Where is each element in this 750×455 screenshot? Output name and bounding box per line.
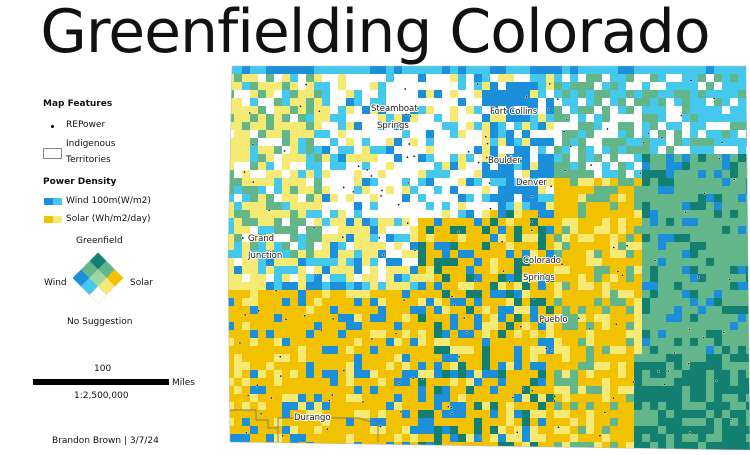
colorado-map[interactable]: Steamboat Springs Fort Collins Boulder D… bbox=[218, 58, 750, 450]
bivariate-cell-greenfield-dark bbox=[89, 252, 107, 270]
repower-point-symbol bbox=[51, 125, 54, 128]
wind-swatch-light bbox=[53, 198, 62, 205]
map-features-heading: Map Features bbox=[43, 99, 113, 109]
scale-ratio: 1:2,500,000 bbox=[74, 391, 129, 401]
bivariate-solar-label: Solar bbox=[130, 278, 153, 288]
scale-unit: Miles bbox=[172, 378, 195, 388]
city-label-steamboat-line2: Springs bbox=[377, 121, 409, 131]
scale-value: 100 bbox=[94, 364, 112, 374]
city-label-steamboat-line1: Steamboat bbox=[371, 104, 418, 114]
power-density-raster bbox=[228, 66, 750, 450]
city-label-colorado-springs-line1: Colorado bbox=[523, 256, 561, 266]
bivariate-wind-label: Wind bbox=[44, 278, 67, 288]
city-label-grand-junction-line2: Junction bbox=[247, 251, 282, 261]
city-label-grand-junction-line1: Grand bbox=[248, 234, 274, 244]
indigenous-label-line2: Territories bbox=[66, 155, 111, 165]
indigenous-label-line1: Indigenous bbox=[66, 139, 116, 149]
city-label-pueblo: Pueblo bbox=[539, 315, 568, 325]
solar-swatch-dark bbox=[44, 216, 53, 223]
power-density-heading: Power Density bbox=[43, 177, 117, 187]
city-label-durango: Durango bbox=[294, 413, 331, 423]
map-title: Greenfielding Colorado bbox=[40, 0, 710, 67]
scale-bar bbox=[33, 379, 169, 385]
city-label-fort-collins: Fort Collins bbox=[490, 107, 538, 117]
wind-swatch-dark bbox=[44, 198, 53, 205]
bivariate-cell-no-suggestion bbox=[89, 286, 107, 304]
city-label-denver: Denver bbox=[516, 178, 547, 188]
map-credit: Brandon Brown | 3/7/24 bbox=[52, 436, 159, 446]
indigenous-territory-outline bbox=[228, 409, 379, 442]
city-label-colorado-springs-line2: Springs bbox=[523, 273, 555, 283]
solar-swatch-light bbox=[53, 216, 62, 223]
city-label-boulder: Boulder bbox=[488, 156, 521, 166]
state-border bbox=[227, 65, 750, 450]
bivariate-legend-diamond bbox=[72, 252, 124, 304]
solar-legend-label: Solar (Wh/m2/day) bbox=[66, 214, 151, 224]
bivariate-greenfield-label: Greenfield bbox=[76, 236, 123, 246]
repower-label: REPower bbox=[66, 120, 106, 130]
bivariate-no-suggestion-label: No Suggestion bbox=[67, 317, 133, 327]
indigenous-territory-symbol bbox=[43, 148, 62, 159]
repower-points bbox=[238, 79, 736, 439]
wind-legend-label: Wind 100m(W/m2) bbox=[66, 196, 151, 206]
